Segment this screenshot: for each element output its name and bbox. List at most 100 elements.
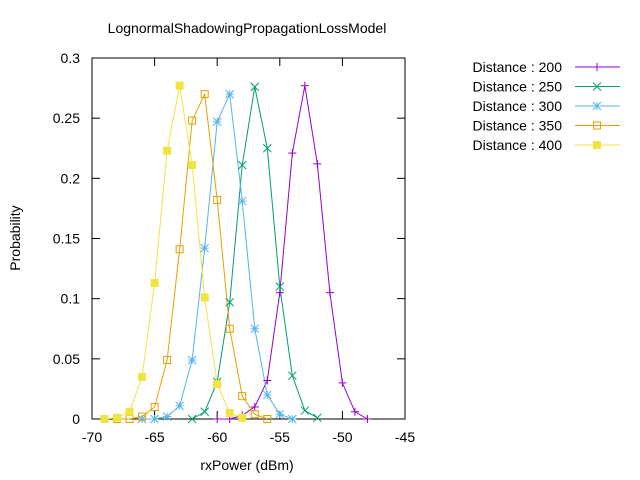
data-point-4 [200, 293, 209, 302]
data-point-3 [138, 412, 147, 421]
data-point-1 [262, 143, 272, 153]
legend-marker [592, 101, 602, 111]
data-point-0 [338, 378, 347, 387]
data-point-0 [313, 159, 322, 168]
y-tick-label: 0.1 [61, 291, 81, 307]
legend-entry: Distance : 300 [473, 98, 620, 114]
data-point-4 [175, 81, 184, 90]
x-axis-label: rxPower (dBm) [200, 457, 293, 473]
y-tick-label: 0 [72, 411, 80, 427]
legend: Distance : 200 Distance : 250 Distance : 3… [473, 59, 620, 153]
legend-marker [593, 63, 601, 71]
legend-label: Distance : 250 [473, 79, 563, 95]
x-tick-label: -65 [144, 429, 164, 445]
data-point-3 [163, 356, 172, 365]
data-point-0 [350, 407, 359, 416]
x-tick-labels: -70 -65 -60 -55 -50 -45 [82, 429, 415, 445]
y-tick-label: 0.15 [53, 231, 80, 247]
y-axis-label: Probability [7, 205, 23, 270]
data-point-1 [225, 297, 235, 307]
data-point-0 [300, 81, 309, 90]
y-tick-label: 0.2 [61, 170, 81, 186]
data-point-3 [263, 415, 272, 423]
data-point-3 [225, 324, 234, 333]
legend-entry: Distance : 350 [473, 118, 620, 134]
y-tick-labels: 0 0.05 0.1 0.15 0.2 0.25 0.3 [53, 50, 80, 427]
chart-title: LognormalShadowingPropagationLossModel [108, 20, 387, 36]
series-line-0 [217, 85, 368, 420]
data-point-2 [237, 196, 247, 206]
data-point-1 [200, 407, 210, 417]
data-point-2 [212, 117, 222, 127]
data-point-2 [187, 355, 197, 365]
data-point-4 [138, 372, 147, 381]
data-point-3 [200, 90, 209, 99]
axis-ticks [91, 57, 406, 420]
data-point-4 [150, 279, 159, 288]
data-point-3 [175, 245, 184, 254]
data-point-2 [162, 412, 172, 421]
x-tick-label: -50 [332, 429, 352, 445]
legend-label: Distance : 350 [473, 118, 563, 134]
data-point-0 [325, 288, 334, 297]
series-line-3 [117, 92, 268, 420]
data-point-1 [313, 413, 322, 423]
x-tick-label: -70 [82, 429, 102, 445]
series-markers [100, 81, 372, 424]
data-point-2 [225, 89, 235, 99]
data-point-3 [213, 195, 222, 204]
data-point-0 [263, 376, 272, 385]
data-point-3 [250, 410, 259, 419]
y-tick-label: 0.05 [53, 351, 80, 367]
x-tick-label: -45 [395, 429, 415, 445]
data-point-2 [250, 324, 260, 334]
series-line-4 [104, 85, 243, 420]
series-lines [104, 85, 368, 420]
data-point-2 [137, 414, 147, 424]
data-point-0 [250, 402, 259, 411]
data-point-3 [238, 392, 247, 401]
data-point-1 [287, 371, 297, 381]
data-point-4 [125, 407, 134, 416]
data-point-0 [213, 415, 222, 423]
x-tick-label: -55 [270, 429, 290, 445]
data-point-4 [213, 380, 222, 389]
data-point-3 [150, 402, 159, 411]
data-point-4 [225, 408, 234, 417]
data-point-2 [175, 401, 184, 411]
x-tick-label: -60 [207, 429, 227, 445]
data-point-1 [275, 282, 285, 291]
data-point-0 [275, 288, 284, 297]
data-point-2 [150, 414, 159, 424]
data-point-0 [363, 415, 372, 423]
data-point-2 [287, 414, 297, 424]
data-point-4 [188, 161, 197, 170]
y-tick-label: 0.25 [53, 110, 80, 126]
y-tick-label: 0.3 [61, 50, 81, 66]
data-point-4 [238, 413, 247, 422]
data-point-1 [300, 406, 310, 415]
data-point-2 [200, 243, 210, 253]
legend-label: Distance : 200 [473, 59, 563, 75]
legend-entry: Distance : 400 [473, 137, 620, 153]
legend-entry: Distance : 250 [473, 79, 620, 95]
series-line-1 [191, 86, 318, 420]
legend-label: Distance : 400 [473, 137, 563, 153]
data-point-2 [262, 390, 272, 400]
data-point-1 [187, 414, 197, 424]
legend-label: Distance : 300 [473, 98, 563, 114]
data-point-4 [100, 415, 109, 423]
legend-entry: Distance : 200 [473, 59, 620, 75]
legend-marker [592, 82, 602, 91]
data-point-1 [237, 160, 247, 170]
legend-marker [593, 121, 601, 130]
data-point-4 [113, 413, 122, 422]
data-point-4 [163, 146, 172, 155]
plot-area [91, 57, 406, 420]
data-point-1 [250, 82, 260, 92]
legend-marker [593, 141, 601, 149]
data-point-0 [288, 149, 297, 158]
data-point-3 [188, 116, 197, 125]
data-point-2 [275, 409, 285, 419]
